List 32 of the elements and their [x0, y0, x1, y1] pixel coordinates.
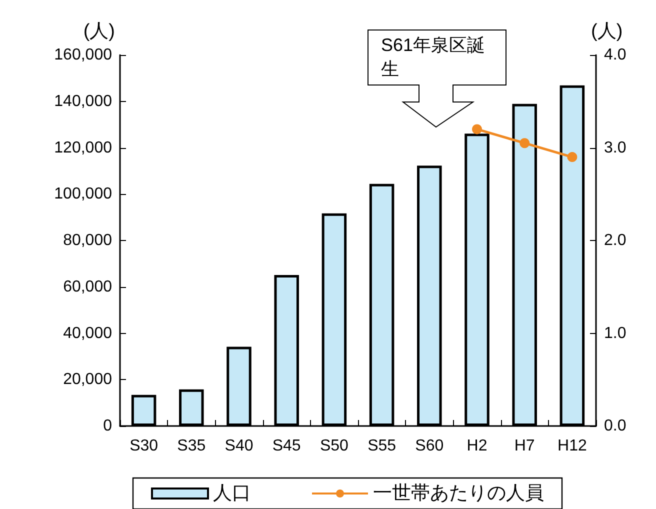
- x-tick-label: S40: [224, 438, 254, 454]
- y2-tick-label: 4.0: [604, 46, 626, 64]
- y-tick-label: 0: [103, 418, 112, 434]
- y2-tick-label: 0.0: [604, 418, 626, 434]
- legend-label: 一世帯あたりの人員: [373, 483, 544, 504]
- x-tick-label: H7: [514, 438, 535, 454]
- x-tick-label: S50: [320, 438, 349, 454]
- point: [472, 124, 482, 134]
- y-tick-label: 40,000: [63, 324, 112, 342]
- y-tick-label: 120,000: [54, 139, 112, 156]
- x-tick-label: H2: [466, 438, 488, 454]
- y-axis-title: (人): [83, 21, 115, 42]
- y2-tick-label: 1.0: [604, 324, 626, 342]
- y2-axis-title: (人): [591, 21, 623, 42]
- annotation: S61年泉区誕生: [381, 35, 486, 79]
- point: [567, 152, 578, 162]
- x-tick-label: S60: [415, 438, 444, 454]
- y2-tick-label: 2.0: [604, 232, 626, 249]
- y-tick-label: 60,000: [63, 278, 112, 296]
- x-tick-label: S35: [177, 438, 206, 454]
- point: [520, 138, 530, 148]
- x-tick-label: S45: [272, 438, 301, 454]
- x-tick-label: H12: [558, 438, 587, 454]
- legend-label: 人口: [213, 483, 251, 504]
- y-tick-label: 80,000: [63, 232, 112, 249]
- y-tick-label: 100,000: [54, 186, 112, 203]
- y-tick-label: 20,000: [63, 371, 112, 388]
- y-tick-label: 160,000: [54, 46, 112, 64]
- y2-tick-label: 3.0: [604, 139, 626, 156]
- x-tick-label: S30: [130, 438, 158, 454]
- y-tick-label: 140,000: [54, 92, 112, 110]
- x-tick-label: S55: [368, 438, 396, 454]
